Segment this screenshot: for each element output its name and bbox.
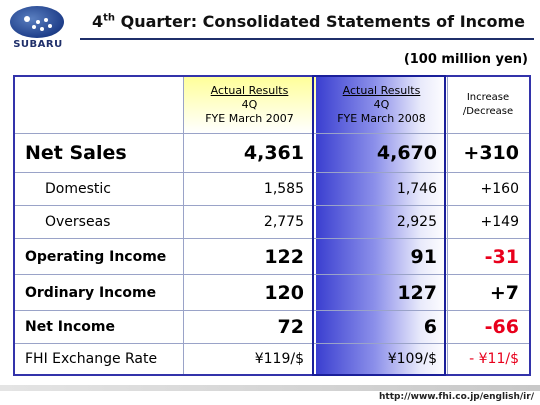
value-2008: 6 bbox=[316, 311, 447, 343]
star-icon bbox=[40, 27, 44, 31]
value-change: +310 bbox=[463, 142, 519, 164]
table-row: Operating Income 122 91 -31 bbox=[15, 238, 529, 274]
column-divider bbox=[183, 77, 184, 374]
value-2008: 127 bbox=[316, 275, 447, 310]
row-label: FHI Exchange Rate bbox=[25, 351, 158, 367]
value-2007: 2,775 bbox=[183, 206, 316, 238]
star-icon bbox=[24, 16, 30, 22]
value-2007: 122 bbox=[183, 239, 316, 274]
header-fye2008: Actual Results 4Q FYE March 2008 bbox=[316, 77, 447, 133]
value-2008: 2,925 bbox=[316, 206, 447, 238]
value-change: +149 bbox=[480, 214, 519, 230]
value-2008: ¥109/$ bbox=[316, 344, 447, 374]
row-label: Operating Income bbox=[25, 248, 167, 265]
value-2007: 4,361 bbox=[183, 134, 316, 172]
table-row: Ordinary Income 120 127 +7 bbox=[15, 274, 529, 310]
header-change: Increase /Decrease bbox=[462, 92, 514, 117]
value-2007: 1,585 bbox=[183, 173, 316, 205]
row-label: Overseas bbox=[45, 214, 111, 230]
table-row: Overseas 2,775 2,925 +149 bbox=[15, 205, 529, 238]
footer: http://www.fhi.co.jp/english/ir/ bbox=[0, 385, 540, 405]
footer-bar bbox=[0, 385, 540, 391]
table-header-row: Actual Results 4Q FYE March 2007 Actual … bbox=[15, 77, 529, 133]
star-icon bbox=[36, 20, 40, 24]
footer-url[interactable]: http://www.fhi.co.jp/english/ir/ bbox=[379, 392, 534, 402]
row-label: Net Income bbox=[25, 319, 115, 335]
star-icon bbox=[48, 24, 52, 28]
star-icon bbox=[44, 18, 48, 22]
star-icon bbox=[32, 25, 36, 29]
table-row: Net Income 72 6 -66 bbox=[15, 310, 529, 343]
value-change: +7 bbox=[489, 281, 519, 304]
value-2008: 4,670 bbox=[316, 134, 447, 172]
row-label: Ordinary Income bbox=[25, 284, 157, 301]
value-change: -31 bbox=[484, 245, 519, 268]
table-row: Domestic 1,585 1,746 +160 bbox=[15, 172, 529, 205]
subaru-logo: SUBARU bbox=[6, 6, 70, 50]
income-statement-table: Actual Results 4Q FYE March 2007 Actual … bbox=[13, 75, 531, 376]
value-2007: ¥119/$ bbox=[183, 344, 316, 374]
value-change: - ¥11/$ bbox=[469, 351, 519, 367]
header-fye2007: Actual Results 4Q FYE March 2007 bbox=[183, 77, 316, 133]
page-title: 4th Quarter: Consolidated Statements of … bbox=[92, 12, 526, 31]
table-row: Net Sales 4,361 4,670 +310 bbox=[15, 133, 529, 172]
column-divider bbox=[447, 77, 448, 374]
unit-label: (100 million yen) bbox=[403, 52, 528, 67]
value-2008: 91 bbox=[316, 239, 447, 274]
value-change: +160 bbox=[480, 181, 519, 197]
row-label: Domestic bbox=[45, 181, 111, 197]
logo-wordmark: SUBARU bbox=[13, 39, 63, 50]
value-2007: 72 bbox=[183, 311, 316, 343]
value-2007: 120 bbox=[183, 275, 316, 310]
value-change: -66 bbox=[484, 316, 519, 338]
table-row: FHI Exchange Rate ¥119/$ ¥109/$ - ¥11/$ bbox=[15, 343, 529, 374]
title-divider bbox=[80, 38, 534, 40]
row-label: Net Sales bbox=[25, 142, 127, 164]
header-blank-cell bbox=[15, 77, 183, 133]
value-2008: 1,746 bbox=[316, 173, 447, 205]
